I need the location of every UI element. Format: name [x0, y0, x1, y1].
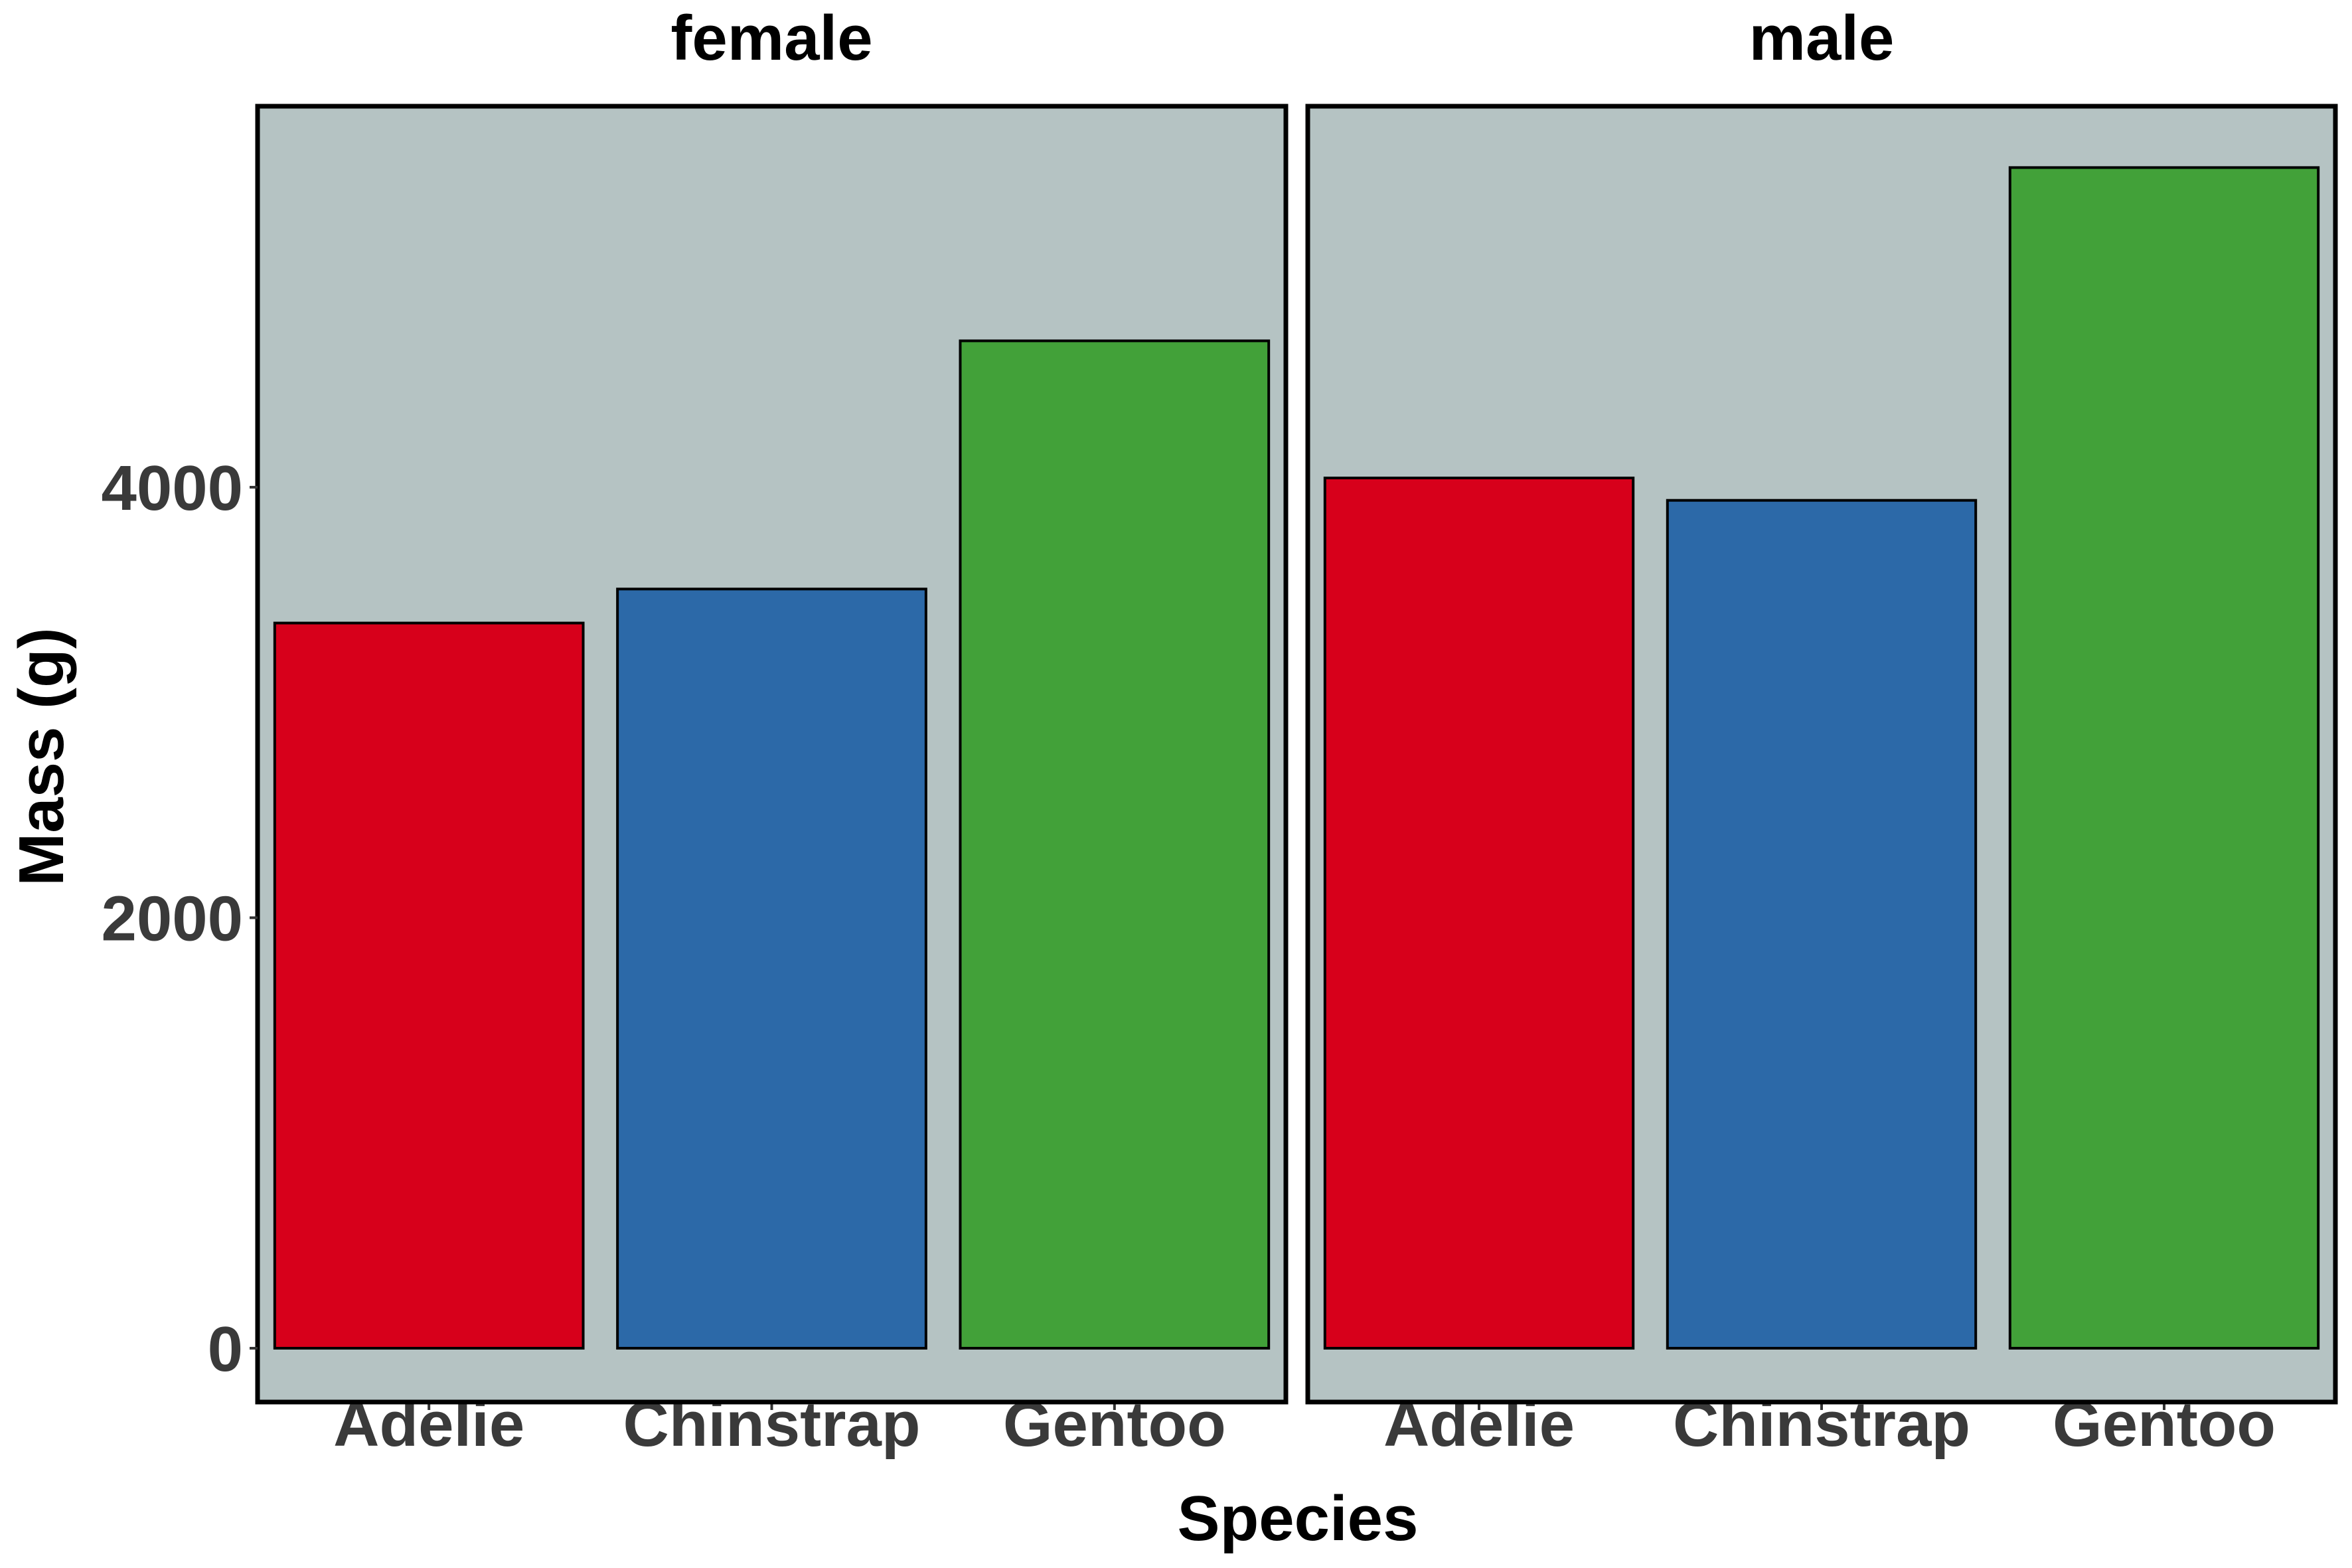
bar-male-adelie [1323, 476, 1635, 1350]
panel-border [1305, 104, 2338, 1405]
x-tick-label: Gentoo [1003, 1389, 1226, 1460]
bar-female-chinstrap [616, 588, 927, 1350]
y-tick-label: 2000 [101, 883, 243, 954]
panel-male: male Adelie Chinstrap Gentoo [1305, 3, 2338, 1460]
panel-female: female Adelie Chinstrap Gentoo [255, 3, 1289, 1460]
bar-male-gentoo [2008, 166, 2320, 1350]
y-axis-title: Mass (g) [6, 627, 77, 886]
y-tick-label: 4000 [101, 453, 243, 524]
bar-female-gentoo [959, 339, 1271, 1350]
x-tick-label: Adelie [1383, 1389, 1575, 1460]
x-tick-label: Gentoo [2053, 1389, 2276, 1460]
facet-strip-label: male [1749, 3, 1895, 74]
x-tick-label: Adelie [333, 1389, 524, 1460]
x-tick-label: Chinstrap [623, 1389, 920, 1460]
panel-border [255, 104, 1289, 1405]
x-axis-title: Species [1178, 1483, 1419, 1554]
bar-female-adelie [273, 621, 585, 1350]
bar-male-chinstrap [1666, 499, 1978, 1350]
x-tick-label: Chinstrap [1673, 1389, 1970, 1460]
y-axis: 0 2000 4000 [101, 453, 258, 1385]
facet-strip-label: female [670, 3, 872, 74]
panels: female Adelie Chinstrap Gentoo male Adelie Chi… [255, 3, 2338, 1460]
y-tick-label: 0 [208, 1314, 243, 1385]
